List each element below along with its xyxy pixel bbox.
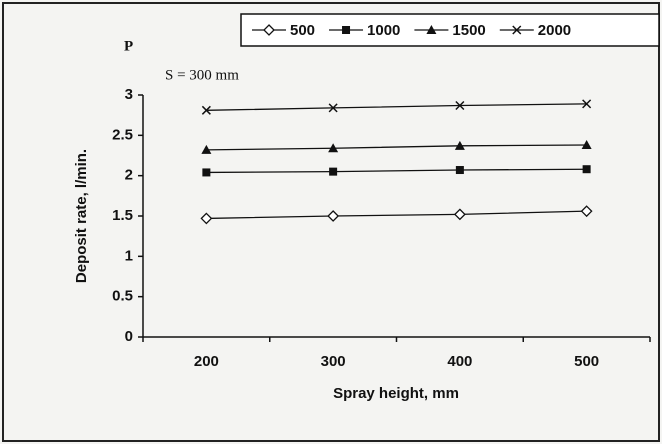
chart-title: P — [124, 38, 133, 54]
y-tick-label: 1 — [125, 247, 133, 264]
series-line — [206, 103, 587, 111]
series-line — [206, 210, 587, 220]
legend-box — [240, 13, 660, 47]
marker — [580, 205, 593, 218]
x-tick-label: 400 — [447, 353, 472, 370]
chart-subtitle: S = 300 mm — [165, 67, 239, 83]
marker — [454, 140, 465, 150]
marker — [581, 140, 592, 150]
y-tick-label: 0 — [125, 328, 133, 345]
marker — [202, 168, 211, 177]
y-tick-label: 1.5 — [112, 207, 133, 224]
marker — [582, 165, 591, 174]
marker — [342, 26, 351, 34]
legend-label: 1500 — [452, 22, 485, 39]
legend: 500 1000 1500 2000 — [240, 13, 660, 47]
marker — [201, 144, 212, 154]
series-line — [206, 144, 587, 151]
x-axis-label: Spray height, mm — [333, 385, 459, 402]
marker — [453, 208, 466, 221]
marker — [455, 100, 465, 111]
marker — [328, 143, 339, 153]
legend-label: 1000 — [367, 22, 400, 39]
marker — [328, 103, 338, 113]
marker — [455, 166, 464, 175]
y-tick-label: 0.5 — [112, 288, 133, 305]
marker — [327, 210, 340, 222]
y-axis-label: Deposit rate, l/min. — [73, 149, 90, 283]
y-tick-label: 3 — [125, 86, 133, 103]
y-tick-label: 2 — [125, 167, 133, 184]
marker — [200, 212, 213, 225]
marker — [201, 105, 211, 115]
x-tick-label: 500 — [574, 353, 599, 370]
legend-label: 2000 — [538, 22, 571, 39]
x-tick-label: 300 — [321, 353, 346, 370]
marker — [329, 167, 338, 176]
legend-label: 500 — [290, 22, 315, 39]
marker — [582, 99, 592, 109]
x-tick-label: 200 — [194, 353, 219, 370]
marker — [512, 25, 522, 35]
series-line — [206, 168, 587, 174]
marker — [426, 25, 437, 34]
y-tick-label: 2.5 — [112, 126, 133, 143]
marker — [263, 24, 275, 36]
